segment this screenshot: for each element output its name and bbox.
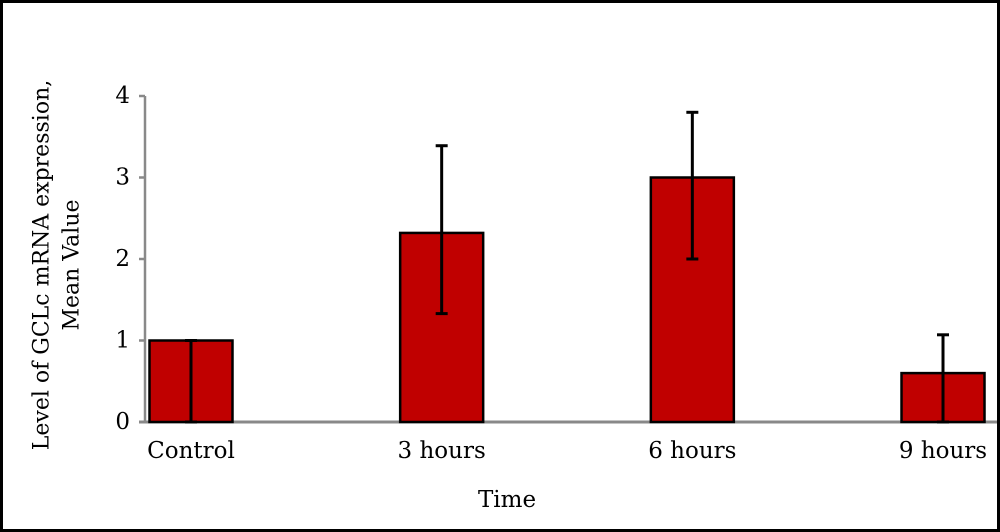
x-axis-title: Time: [478, 487, 536, 513]
y-axis-title: Level of GCLc mRNA expression, Mean Valu…: [30, 80, 85, 450]
x-tick-label-6-hours: 6 hours: [648, 438, 736, 464]
y-tick-label-2: 2: [115, 246, 130, 272]
x-tick-label-3-hours: 3 hours: [398, 438, 486, 464]
y-axis-title-line-1: Level of GCLc mRNA expression,: [30, 80, 55, 450]
x-tick-label-9-hours: 9 hours: [899, 438, 987, 464]
y-tick-label-3: 3: [115, 165, 130, 191]
y-tick-label-0: 0: [115, 409, 130, 435]
y-axis-ticks: 0 1 2 3 4: [115, 83, 145, 435]
x-axis-category-labels: Control 3 hours 6 hours 9 hours: [147, 438, 987, 464]
x-tick-label-control: Control: [147, 438, 235, 464]
y-tick-label-4: 4: [115, 83, 130, 109]
y-axis-title-line-2: Mean Value: [60, 199, 85, 330]
error-bars: [185, 110, 950, 424]
y-tick-label-1: 1: [115, 328, 130, 354]
